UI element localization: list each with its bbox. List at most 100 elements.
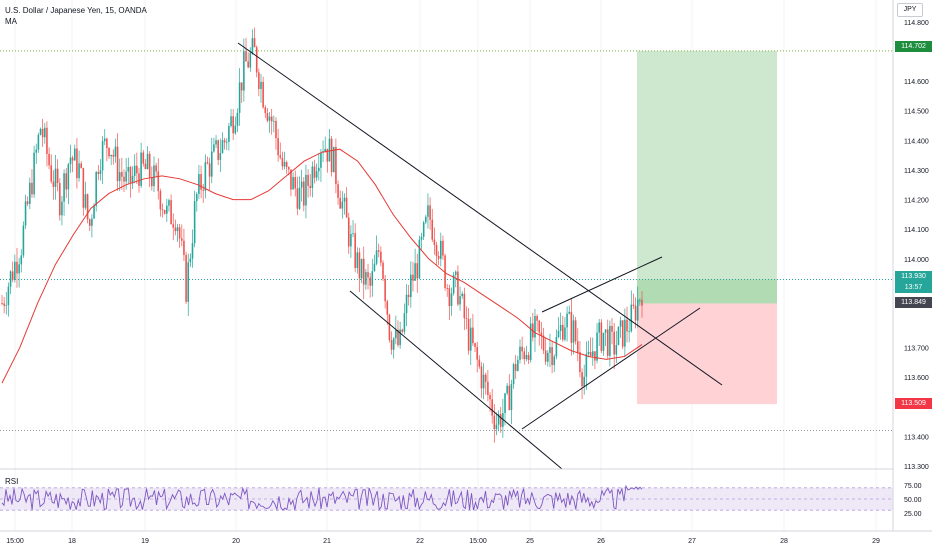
- candle: [339, 190, 341, 209]
- target-zone[interactable]: [637, 50, 777, 304]
- candle: [61, 195, 63, 226]
- triangle-upper-line[interactable]: [541, 256, 663, 313]
- candle: [343, 193, 346, 215]
- candle: [204, 154, 207, 199]
- candle: [127, 157, 130, 184]
- candle: [155, 162, 157, 177]
- candle: [369, 272, 371, 298]
- candle: [35, 143, 38, 164]
- time-tick-label: 28: [780, 538, 788, 545]
- candle: [465, 306, 468, 330]
- candle: [219, 138, 222, 172]
- candle: [356, 247, 359, 274]
- candle: [459, 286, 461, 311]
- candle: [108, 147, 110, 160]
- position-zones[interactable]: [637, 50, 777, 405]
- candle: [193, 190, 196, 248]
- candle: [427, 193, 429, 229]
- candle: [639, 298, 641, 306]
- triangle-lower-line[interactable]: [521, 307, 701, 430]
- candle: [397, 320, 399, 348]
- candle: [467, 308, 470, 355]
- candle: [144, 159, 147, 170]
- ma-indicator-label[interactable]: MA: [5, 17, 17, 26]
- candle: [572, 314, 575, 355]
- candle: [517, 355, 519, 372]
- candle: [628, 319, 630, 343]
- candle: [632, 293, 635, 310]
- candles: [1, 27, 643, 443]
- candle: [106, 137, 108, 162]
- candle: [579, 341, 581, 378]
- candle: [410, 261, 412, 308]
- candle: [283, 151, 286, 170]
- time-tick-label: 22: [416, 538, 424, 545]
- candle: [347, 212, 350, 254]
- rsi-pane: [0, 484, 893, 512]
- channel-lower-line[interactable]: [349, 290, 563, 470]
- candle: [208, 157, 211, 191]
- candle: [542, 327, 545, 354]
- candle: [31, 169, 33, 198]
- candle: [581, 368, 583, 400]
- candle: [213, 137, 215, 153]
- candle: [313, 159, 316, 184]
- candle: [412, 261, 414, 292]
- candle: [234, 116, 237, 135]
- candle: [140, 142, 142, 189]
- candle: [476, 341, 478, 373]
- candle: [270, 108, 273, 135]
- candle: [596, 323, 598, 364]
- rsi-tick-label: 25.00: [904, 511, 922, 518]
- candle: [326, 148, 329, 173]
- candle: [350, 225, 352, 258]
- candle: [574, 316, 577, 345]
- candle: [37, 132, 40, 153]
- candle: [255, 45, 258, 78]
- candle: [247, 52, 249, 69]
- candle: [133, 154, 136, 184]
- price-tick-label: 113.300: [904, 464, 929, 471]
- candle: [559, 312, 562, 340]
- candle: [405, 284, 408, 327]
- trendlines[interactable]: [237, 42, 723, 470]
- candle: [112, 149, 115, 165]
- candle: [221, 132, 224, 154]
- candle: [26, 196, 29, 207]
- candle: [345, 187, 348, 218]
- candle: [180, 224, 183, 247]
- candle: [82, 167, 85, 216]
- stop-zone[interactable]: [637, 303, 777, 405]
- currency-button[interactable]: JPY: [897, 3, 923, 17]
- time-axis[interactable]: 15:00 18 19 20 21 22 15:00 25 26 27 28 29: [6, 538, 880, 545]
- candle: [18, 257, 20, 288]
- channel-upper-line[interactable]: [237, 42, 723, 386]
- candle: [266, 108, 269, 123]
- rsi-axis: 75.00 50.00 25.00: [904, 483, 922, 518]
- candle: [29, 177, 31, 210]
- candle: [461, 291, 464, 299]
- rsi-indicator-label[interactable]: RSI: [5, 477, 19, 486]
- candle: [534, 308, 536, 352]
- time-tick-label: 19: [141, 538, 149, 545]
- candle: [621, 320, 624, 350]
- candle: [273, 115, 275, 133]
- price-tick-label: 114.800: [904, 20, 929, 27]
- symbol-title[interactable]: U.S. Dollar / Japanese Yen, 15, OANDA: [5, 6, 147, 15]
- candle: [9, 270, 12, 295]
- candle: [362, 246, 365, 300]
- candle: [407, 285, 410, 306]
- candle: [123, 169, 125, 192]
- candle: [506, 383, 508, 396]
- candle: [442, 235, 444, 260]
- candle: [606, 319, 609, 359]
- candle: [591, 337, 594, 366]
- target-price-tag: 114.702: [895, 41, 932, 52]
- candle: [54, 154, 57, 200]
- candle: [88, 218, 91, 232]
- candle: [525, 345, 528, 362]
- current-price: 113.930: [901, 273, 926, 280]
- candle: [335, 138, 337, 194]
- candle: [91, 214, 93, 238]
